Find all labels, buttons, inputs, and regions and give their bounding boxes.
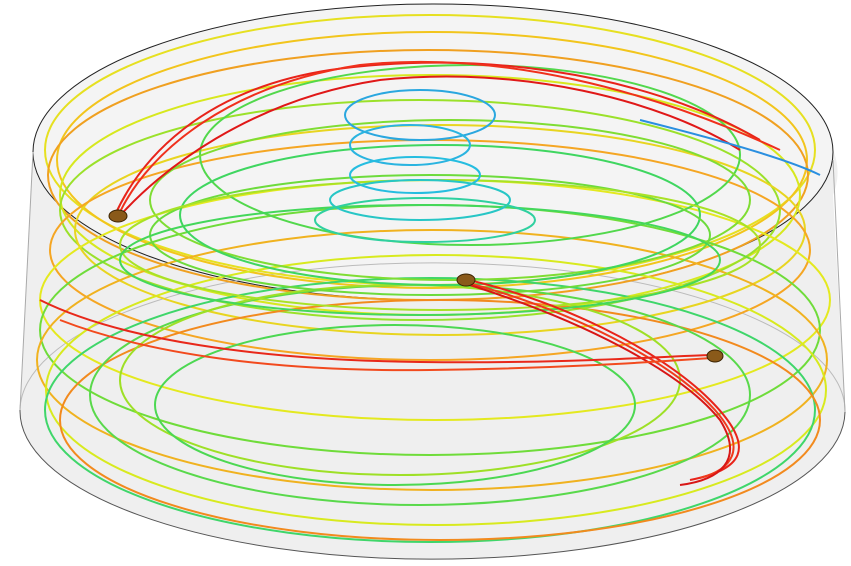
seed-marker: [108, 209, 128, 223]
streamline: [459, 277, 740, 481]
streamline: [349, 124, 471, 166]
seed-marker: [456, 273, 476, 287]
streamline: [59, 99, 781, 321]
streamline: [344, 89, 496, 141]
streamline: [119, 60, 781, 213]
streamline: [39, 299, 716, 364]
streamline: [59, 319, 713, 372]
cylinder-bottom-rim: [19, 409, 846, 560]
streamline: [114, 61, 761, 216]
streamline: [639, 119, 821, 176]
cylinder-bottom-back: [19, 262, 846, 413]
streamline: [149, 119, 751, 281]
streamline: [329, 179, 511, 221]
streamline: [464, 281, 735, 479]
seed-marker: [706, 349, 724, 363]
cylinder-edge: [19, 151, 34, 411]
streamline: [349, 156, 481, 194]
streamline: [179, 144, 701, 286]
streamline: [44, 277, 816, 543]
streamline: [45, 254, 827, 526]
streamline: [154, 324, 636, 486]
streamlines: [36, 14, 831, 543]
streamline: [36, 229, 828, 491]
streamline: [59, 299, 821, 541]
streamline: [74, 124, 806, 336]
streamline: [469, 284, 732, 486]
streamline: [56, 31, 808, 289]
streamline: [119, 204, 721, 316]
streamline: [117, 75, 741, 219]
streamline: [314, 197, 536, 243]
cylinder-edge: [832, 159, 846, 413]
